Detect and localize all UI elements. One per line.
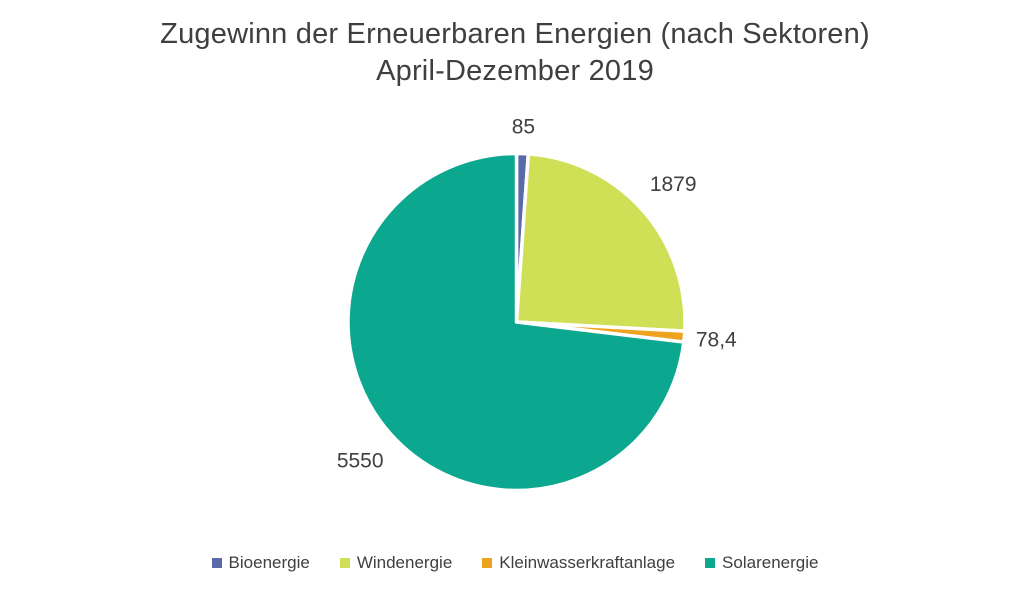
- chart-title-line1: Zugewinn der Erneuerbaren Energien (nach…: [160, 18, 870, 50]
- legend-item-kleinwasserkraftanlage[interactable]: Kleinwasserkraftanlage: [482, 553, 675, 573]
- legend-label-solarenergie: Solarenergie: [722, 553, 819, 572]
- legend-item-windenergie[interactable]: Windenergie: [339, 553, 453, 573]
- legend-item-bioenergie[interactable]: Bioenergie: [211, 553, 310, 573]
- legend-item-solarenergie[interactable]: Solarenergie: [705, 553, 818, 573]
- legend-label-bioenergie: Bioenergie: [228, 553, 310, 572]
- legend-label-windenergie: Windenergie: [356, 553, 453, 572]
- legend-swatch-kleinwasserkraftanlage: [482, 558, 493, 568]
- value-label-windenergie: 1879: [650, 173, 697, 196]
- value-label-solarenergie: 5550: [337, 450, 384, 473]
- legend-swatch-solarenergie: [705, 558, 716, 568]
- chart-title: Zugewinn der Erneuerbaren Energien (nach…: [0, 16, 1030, 90]
- chart-legend: Bioenergie Windenergie Kleinwasserkrafta…: [0, 553, 1030, 573]
- legend-swatch-bioenergie: [211, 558, 222, 568]
- pie-slice-solarenergie[interactable]: [346, 151, 686, 493]
- value-label-kleinwasserkraftanlage: 78,4: [696, 328, 737, 351]
- pie-slice-windenergie[interactable]: [514, 152, 687, 333]
- legend-label-kleinwasserkraftanlage: Kleinwasserkraftanlage: [499, 553, 676, 572]
- legend-swatch-windenergie: [339, 558, 350, 568]
- chart-title-line2: April-Dezember 2019: [376, 55, 654, 87]
- value-label-bioenergie: 85: [512, 116, 535, 139]
